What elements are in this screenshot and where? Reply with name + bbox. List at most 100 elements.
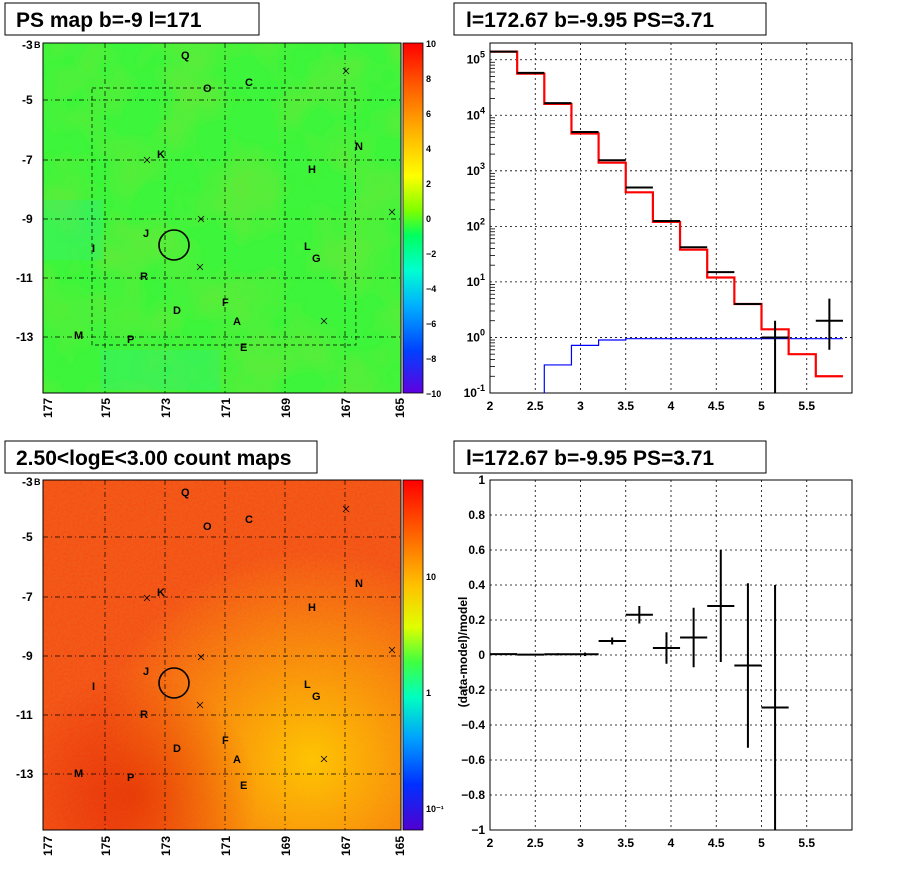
spectrum-axes: 2 2.5 3 3.5 4 4.5 5 5.5 10-1 100 101 102 103 104 105: [464, 42, 815, 413]
map-x-tick: 165: [393, 836, 407, 856]
residual-y-tick-label: 0.8: [468, 508, 485, 522]
src-label: C: [245, 514, 253, 526]
ps-cbar-tick: 2: [426, 179, 431, 189]
cnt-cbar-tick: 10⁻¹: [426, 804, 444, 814]
src-label: E: [240, 342, 247, 354]
residual-y-tick-label: 0.4: [468, 578, 485, 592]
residual-y-tick-label: −0.8: [461, 788, 485, 802]
residual-y-tick-label: 0.6: [468, 543, 485, 557]
residual-y-tick-label: −1: [471, 823, 485, 837]
map-y-tick: -7: [22, 590, 33, 604]
ps-map-image: [43, 43, 401, 393]
count-map-markers: [143, 505, 396, 763]
count-map-title: 2.50<logE<3.00 count maps: [16, 447, 291, 470]
src-label: K: [157, 149, 165, 161]
map-y-tick: -9: [22, 649, 33, 663]
src-label: Q: [181, 487, 190, 499]
map-x-tick: 165: [393, 398, 407, 418]
residual-y-tick-label: 0.2: [468, 613, 485, 627]
spectrum-x-tick-label: 3: [577, 399, 584, 413]
map-x-tick: 177: [41, 398, 55, 418]
src-label: O: [203, 83, 212, 95]
map-y-tick: -9: [22, 212, 33, 226]
spectrum-x-tick-label: 5.5: [798, 399, 815, 413]
ps-map-colorbar: [402, 42, 424, 394]
spectrum-y-tick-label: 103: [467, 161, 485, 178]
residual-x-tick-label: 5.5: [798, 836, 815, 850]
residual-title: l=172.67 b=-9.95 PS=3.71: [466, 447, 714, 470]
residual-x-tick-label: 4.5: [708, 836, 725, 850]
map-x-tick: 175: [99, 836, 113, 856]
count-map-y-ticks: -3 B -5 -7 -9 -11 -13: [16, 475, 41, 781]
map-x-tick: 173: [159, 836, 173, 856]
map-y-tick: -13: [16, 767, 34, 781]
residual-panel: l=172.67 b=-9.95 PS=3.71 2 2.5 3 3.5 4 4.5 5 5.…: [453, 440, 853, 850]
src-label: J: [143, 666, 149, 678]
spectrum-x-tick-label: 4.5: [708, 399, 725, 413]
residual-x-tick-label: 2.5: [527, 836, 544, 850]
residual-x-tick-label: 4: [668, 836, 675, 850]
count-map-source-circle: [158, 667, 190, 699]
src-label: A: [233, 754, 241, 766]
ps-map-title-box: [4, 2, 260, 36]
spectrum-x-tick-label: 3.5: [617, 399, 634, 413]
src-label: H: [308, 602, 316, 614]
map-y-tick: -11: [16, 708, 33, 722]
src-label: Q: [181, 50, 190, 62]
map-y-top-tag: B: [34, 40, 41, 50]
src-label: O: [203, 521, 212, 533]
map-x-tick: 169: [279, 398, 293, 418]
residual-y-tick-label: 1: [478, 473, 485, 487]
spectrum-title-box: [453, 2, 767, 36]
spectrum-y-tick-label: 101: [467, 272, 485, 289]
residual-ylabel: (data-model)/model: [456, 597, 470, 708]
ps-map-x-ticks: 177 175 173 171 169 167 165: [41, 398, 407, 418]
count-map-source-labels: Q O C K N H J I L G R F D A M P E: [74, 487, 363, 792]
ps-cbar-tick: −4: [426, 284, 436, 294]
residual-x-tick-label: 5: [758, 836, 765, 850]
src-label: M: [74, 330, 83, 342]
residual-x-tick-label: 3.5: [617, 836, 634, 850]
residual-x-tick-label: 3: [577, 836, 584, 850]
map-x-tick: 167: [339, 836, 353, 856]
src-label: G: [312, 691, 321, 703]
count-map-panel: 2.50<logE<3.00 count maps 10 1 10⁻¹: [4, 440, 444, 856]
src-label: H: [308, 164, 316, 176]
src-label: P: [127, 334, 134, 346]
ps-cbar-tick: −10: [426, 389, 441, 399]
spectrum-y-tick-label: 100: [467, 327, 485, 344]
src-label: R: [140, 709, 148, 721]
residual-y-tick-label: −0.4: [461, 718, 485, 732]
spectrum-y-tick-label: 105: [467, 50, 485, 67]
residual-marks: [490, 550, 789, 830]
spectrum-marks: [490, 50, 843, 393]
residual-grid: [489, 479, 852, 831]
src-label: L: [304, 679, 311, 691]
map-x-tick: 173: [159, 398, 173, 418]
src-label: N: [355, 141, 363, 153]
map-y-tick: -7: [22, 153, 33, 167]
map-x-tick: 171: [219, 836, 233, 856]
src-label: M: [74, 768, 83, 780]
map-x-tick: 169: [279, 836, 293, 856]
src-label: P: [127, 772, 134, 784]
spectrum-y-tick-label: 102: [467, 216, 485, 233]
spectrum-x-tick-label: 2: [487, 399, 494, 413]
src-label: A: [233, 316, 241, 328]
ps-cbar-tick: −2: [426, 249, 436, 259]
residual-y-tick-label: −0.6: [461, 753, 485, 767]
cnt-cbar-tick: 10: [426, 572, 436, 582]
ps-cbar-tick: 6: [426, 109, 431, 119]
src-label: I: [92, 681, 95, 693]
ps-cbar-tick: −6: [426, 319, 436, 329]
ps-map-title: PS map b=-9 l=171: [16, 9, 202, 32]
ps-cbar-tick: 10: [426, 39, 436, 49]
cnt-cbar-tick: 1: [426, 688, 431, 698]
ps-map-panel: PS map b=-9 l=171 10 8 6 4 2: [4, 2, 441, 418]
src-label: E: [240, 780, 247, 792]
ps-cbar-tick: −8: [426, 354, 436, 364]
map-y-tick: -3: [22, 38, 33, 52]
ps-map-grid: [43, 43, 401, 393]
src-label: N: [355, 578, 363, 590]
spectrum-y-tick-label: 10-1: [464, 383, 485, 400]
